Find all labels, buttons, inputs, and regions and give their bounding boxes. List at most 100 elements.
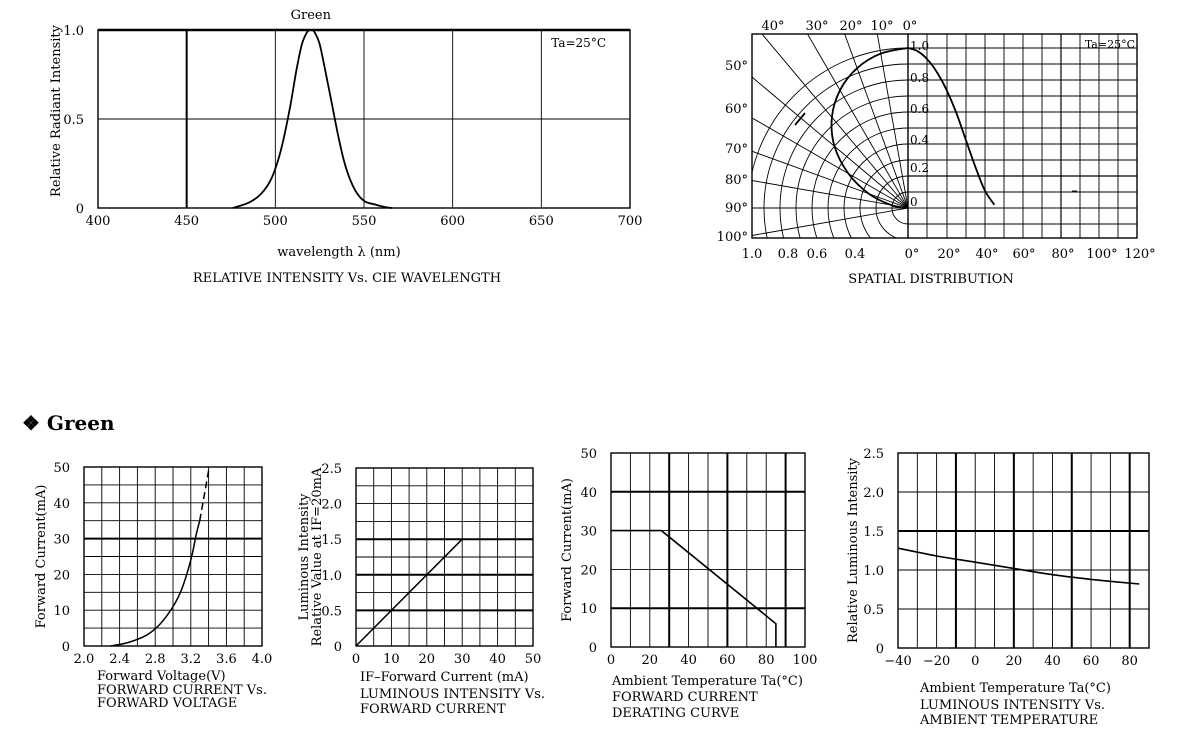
x-tick-label: 2.4 <box>109 652 130 667</box>
x-axis-label: Forward Voltage(V) <box>97 669 226 684</box>
luminous-temperature-chart: −40 −20 0 20 40 60 80 0 0.5 1.0 1.5 2.0 2.5 Ambient T… <box>846 447 1150 728</box>
angle-label-left: 100° <box>717 230 748 245</box>
x-tick-label: 400 <box>86 214 111 229</box>
x-axis-label: Ambient Temperature Ta(°C) <box>919 681 1111 696</box>
chart-title-line: LUMINOUS INTENSITY Vs. <box>920 698 1105 713</box>
y-tick-label: 0 <box>876 642 884 657</box>
polar-spoke <box>876 34 908 209</box>
y-axis-label-line: Luminous Intensity <box>297 493 312 621</box>
y-tick-label: 1.5 <box>863 525 884 540</box>
y-tick-label: 2.5 <box>863 447 884 462</box>
y-tick-label: 0 <box>334 640 342 655</box>
x-tick-label: 30 <box>454 652 471 667</box>
y-axis-label: Forward Current(mA) <box>560 478 575 622</box>
x-tick-label: 0 <box>607 653 615 668</box>
bottom-right-label: 20° <box>937 247 960 262</box>
iv-curve <box>110 520 201 647</box>
polar-spoke <box>752 117 908 209</box>
polar-spoke <box>807 34 908 209</box>
angle-label-left: 90° <box>725 201 748 216</box>
angle-label-left: 50° <box>725 59 748 74</box>
y-tick-label: 2.0 <box>863 486 884 501</box>
temperature-curve <box>897 547 1140 585</box>
radial-label: 0.8 <box>910 71 929 85</box>
x-tick-label: 20 <box>1006 654 1023 669</box>
chart-title-line: FORWARD CURRENT Vs. <box>97 683 267 698</box>
x-tick-label: 700 <box>618 214 643 229</box>
y-tick-label: 50 <box>580 447 597 462</box>
x-tick-label: 600 <box>440 214 465 229</box>
x-tick-label: 550 <box>352 214 377 229</box>
x-tick-label: 40 <box>680 653 697 668</box>
y-tick-label: 0 <box>76 202 84 217</box>
chart-title: SPATIAL DISTRIBUTION <box>848 272 1014 287</box>
luminous-current-chart: 0 10 20 30 40 50 0 0.5 1.0 1.5 2.0 2.5 IF–Forward Cu… <box>297 462 545 717</box>
y-axis-label-line: Relative Value at IF=20mA <box>310 467 325 646</box>
y-tick-label: 10 <box>580 602 597 617</box>
x-tick-label: 80 <box>758 653 775 668</box>
plot-frame <box>355 467 534 647</box>
angle-label-top: 0° <box>903 19 918 34</box>
polar-spoke <box>752 180 908 209</box>
angular-intensity-curve <box>907 47 996 206</box>
pattern-mark <box>794 112 806 126</box>
x-tick-label: 20 <box>642 653 659 668</box>
y-tick-label: 2.5 <box>321 462 342 477</box>
x-tick-label: 10 <box>383 652 400 667</box>
y-tick-label: 50 <box>53 461 70 476</box>
angle-label-top: 30° <box>805 19 828 34</box>
x-axis-label: Ambient Temperature Ta(°C) <box>611 674 803 689</box>
x-tick-label: 650 <box>529 214 554 229</box>
bottom-right-label: 120° <box>1124 247 1155 262</box>
x-tick-label: 80 <box>1121 654 1138 669</box>
chart-title-line: AMBIENT TEMPERATURE <box>919 713 1098 728</box>
iv-curve-extrapolated <box>198 470 210 521</box>
y-axis-label: Relative Radiant Intensity <box>49 24 64 197</box>
x-axis-label: wavelength λ (nm) <box>277 245 400 260</box>
forward-voltage-chart: 2.0 2.4 2.8 3.2 3.6 4.0 0 10 20 30 40 50 Forward Vol… <box>34 461 272 711</box>
polar-spoke <box>752 76 908 209</box>
y-tick-label: 30 <box>53 533 70 548</box>
x-tick-label: 450 <box>174 214 199 229</box>
polar-grid <box>752 34 908 238</box>
bottom-left-label: 0.4 <box>845 247 866 262</box>
x-tick-label: 40 <box>489 652 506 667</box>
y-tick-label: 40 <box>580 486 597 501</box>
y-tick-label: 1.5 <box>321 533 342 548</box>
bottom-right-label: 40° <box>975 247 998 262</box>
chart-title-line: LUMINOUS INTENSITY Vs. <box>360 687 545 702</box>
x-tick-label: 50 <box>525 652 542 667</box>
bottom-right-label: 100° <box>1086 247 1117 262</box>
y-tick-label: 40 <box>53 497 70 512</box>
temp-annotation: Ta=25°C <box>551 36 606 50</box>
chart-title-line: FORWARD CURRENT <box>612 690 758 705</box>
chart-title-line: FORWARD CURRENT <box>360 702 506 717</box>
temp-annotation: Ta=25°C <box>1085 38 1135 51</box>
x-tick-label: 500 <box>263 214 288 229</box>
bottom-left-label: 0.8 <box>778 247 799 262</box>
polar-spoke <box>844 34 908 209</box>
angle-label-top: 20° <box>839 19 862 34</box>
plot-frame <box>610 452 806 648</box>
y-axis-label: Forward Current(mA) <box>34 485 49 629</box>
y-tick-label: 30 <box>580 525 597 540</box>
polar-frame <box>751 33 1138 239</box>
linear-curve <box>355 538 463 647</box>
y-tick-label: 2.0 <box>321 498 342 513</box>
bottom-right-label: 80° <box>1051 247 1074 262</box>
section-heading: ❖ Green <box>22 411 115 435</box>
x-tick-label: 60 <box>1083 654 1100 669</box>
x-tick-label: 4.0 <box>252 652 273 667</box>
x-tick-label: 3.2 <box>180 652 201 667</box>
x-tick-label: 3.6 <box>216 652 237 667</box>
spectrum-curve <box>232 29 393 209</box>
x-tick-label: 2.0 <box>74 652 95 667</box>
angle-label-left: 60° <box>725 102 748 117</box>
bottom-left-label: 1.0 <box>742 247 763 262</box>
chart-title-line: DERATING CURVE <box>612 706 739 721</box>
y-tick-label: 20 <box>53 568 70 583</box>
x-tick-label: −40 <box>884 654 911 669</box>
x-axis-label: IF–Forward Current (mA) <box>360 670 529 685</box>
y-tick-label: 1.0 <box>863 564 884 579</box>
